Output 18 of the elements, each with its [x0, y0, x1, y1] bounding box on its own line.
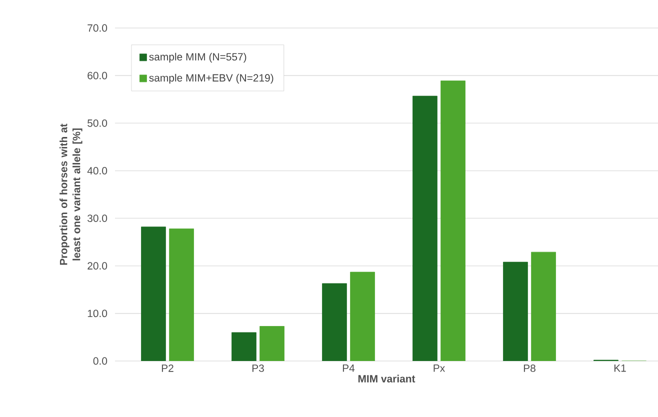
y-tick-label: 50.0	[88, 119, 108, 127]
legend-label: sample MIM (N=557)	[149, 52, 246, 63]
x-tick-label: P2	[162, 364, 174, 372]
x-tick-label: P8	[524, 364, 536, 372]
x-tick-label: P4	[342, 364, 355, 372]
x-tick-label: Px	[434, 364, 445, 372]
y-tick-label: 0.0	[93, 357, 108, 365]
y-axis-title: Proportion of horses with at least one variant allele [%]	[60, 124, 82, 265]
y-tick-label: 40.0	[87, 167, 108, 174]
y-tick-label: 10.0	[88, 310, 108, 318]
y-tick-label: 20.0	[88, 262, 108, 270]
y-tick-label: 70.0	[88, 24, 108, 32]
y-tick-label: 60.0	[88, 72, 108, 80]
x-tick-label: K1	[614, 364, 626, 372]
y-tick-label: 30.0	[88, 214, 108, 222]
x-axis-title: MIM variant	[358, 374, 416, 382]
x-tick-label: P3	[252, 364, 264, 372]
legend-label: sample MIM+EBV (N=219)	[149, 74, 274, 84]
